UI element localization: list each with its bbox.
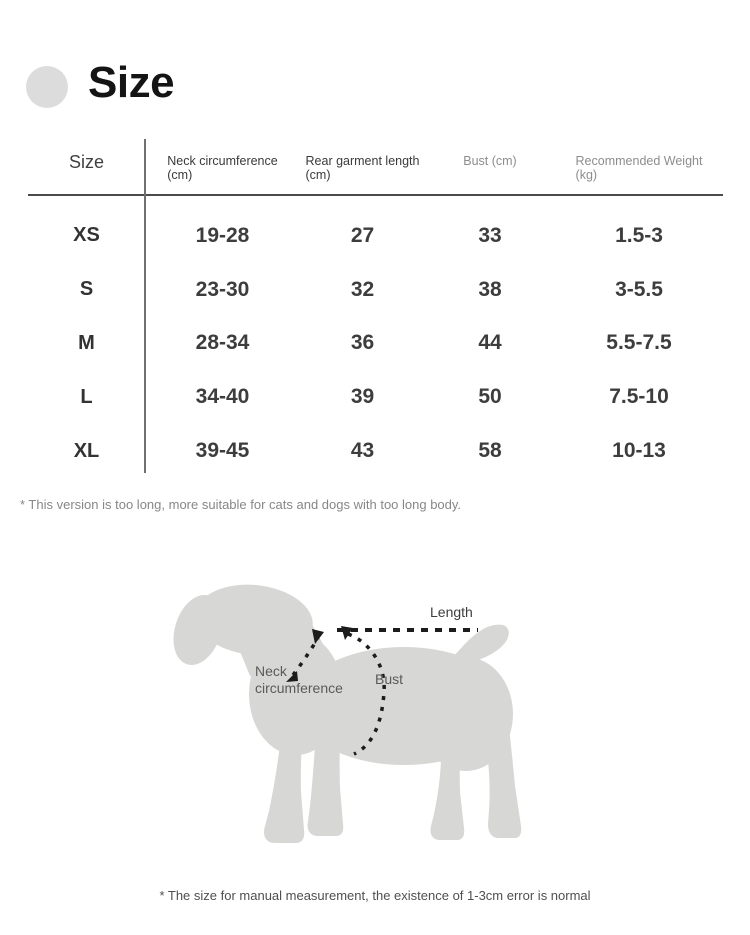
row-m-weight-value: 5.5-7.5: [606, 331, 672, 355]
row-l-weight-value: 7.5-10: [609, 385, 669, 409]
row-xs-neck-value: 19-28: [195, 223, 250, 247]
column-header-weight: Recommended Weight (kg): [555, 139, 723, 195]
row-xl-size-label: XL: [73, 439, 100, 462]
bust-label: Bust: [375, 671, 404, 687]
column-header-neck: Neck circumference (cm): [145, 139, 300, 195]
bust-arrowhead-top: [341, 626, 353, 640]
row-xs-size-label: XS: [73, 224, 100, 247]
row-xl-weight-value: 10-13: [612, 439, 666, 463]
row-m-rear-value: 36: [350, 331, 375, 355]
column-header-size: Size: [68, 152, 104, 172]
table-footnote: * This version is too long, more suitabl…: [20, 497, 462, 512]
row-xs-rear-value: 27: [350, 223, 375, 247]
row-s-rear-value: 32: [350, 277, 375, 301]
column-header-rear-line1: Rear garment length: [305, 154, 420, 168]
measurement-footnote: * The size for manual measurement, the e…: [159, 888, 591, 903]
row-m-bust-value: 44: [478, 331, 502, 355]
row-s-size-label: S: [79, 278, 94, 301]
column-header-weight-line2: (kg): [575, 168, 598, 182]
dog-silhouette-image: [173, 584, 522, 843]
column-header-neck-line2: (cm): [167, 168, 193, 182]
row-s-weight-value: 3-5.5: [615, 277, 663, 301]
length-label: Length: [430, 604, 473, 620]
section-bullet-icon: [26, 66, 68, 108]
table-header-gap: [28, 195, 723, 209]
neck-dashed-arc: [291, 637, 320, 677]
column-header-weight-line1: Recommended Weight: [575, 154, 703, 168]
table-column-divider: [144, 139, 146, 473]
row-l-neck-value: 34-40: [195, 385, 250, 409]
neck-circumference-label: Neck circumference: [255, 663, 343, 696]
row-xs-weight-value: 1.5-3: [615, 223, 663, 247]
row-xs-bust-value: 33: [478, 223, 502, 247]
column-header-bust-line1: Bust (cm): [463, 154, 517, 168]
row-m-size-label: M: [78, 331, 95, 354]
column-header-rear-length: Rear garment length (cm): [300, 139, 425, 195]
column-header-rear-line2: (cm): [305, 168, 331, 182]
row-s-neck-value: 23-30: [195, 277, 250, 301]
row-m-neck-value: 28-34: [195, 331, 250, 355]
size-table: Size Neck circumference (cm) Rear garmen…: [28, 139, 723, 478]
dog-measurement-diagram: Length Neck circumference Bust: [158, 578, 553, 863]
row-xl-bust-value: 58: [478, 439, 502, 463]
page-title: Size: [88, 58, 175, 107]
row-xl-rear-value: 43: [350, 439, 375, 463]
row-xl-neck-value: 39-45: [195, 439, 250, 463]
row-l-rear-value: 39: [350, 385, 375, 409]
row-s-bust-value: 38: [478, 277, 502, 301]
column-header-bust: Bust (cm): [425, 139, 555, 195]
row-l-bust-value: 50: [478, 385, 502, 409]
dog-silhouette: [173, 584, 522, 843]
column-header-neck-line1: Neck circumference: [167, 154, 278, 168]
table-header-divider: [28, 194, 723, 196]
row-l-size-label: L: [80, 385, 93, 408]
neck-arrowhead-top: [312, 629, 324, 644]
neck-arrowhead-bottom: [286, 671, 298, 682]
